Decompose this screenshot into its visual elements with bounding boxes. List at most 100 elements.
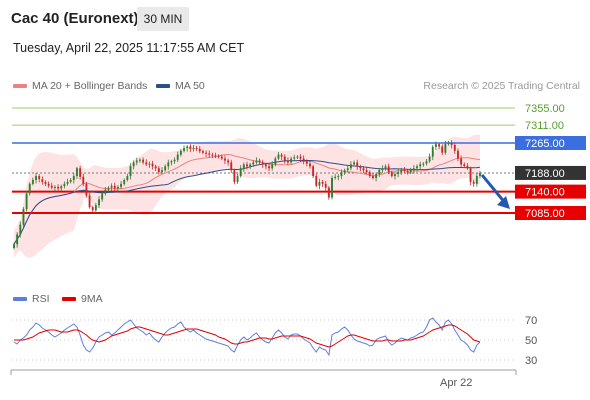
candle-body	[110, 185, 113, 188]
price-level-label-current: 7188.00	[525, 168, 565, 180]
candle-body	[315, 176, 318, 186]
timeframe-button[interactable]: 30 MIN	[137, 7, 189, 31]
candle-body	[31, 179, 34, 184]
candle-body	[346, 168, 349, 171]
price-level-label-support: 7085.00	[525, 208, 565, 220]
candle-body	[296, 156, 299, 158]
candle-body	[227, 160, 230, 163]
candle-body	[290, 158, 293, 163]
candle-body	[466, 165, 469, 169]
rsi-swatch	[13, 297, 27, 302]
candle-body	[321, 181, 324, 184]
candle-body	[170, 161, 173, 163]
x-axis: Apr 22	[10, 369, 517, 389]
candle-body	[463, 164, 466, 166]
legend-ma50: MA 50	[156, 80, 205, 92]
candle-body	[362, 168, 365, 171]
candle-body	[13, 244, 15, 248]
candle-body	[274, 158, 277, 165]
candle-body	[139, 159, 141, 161]
candle-body	[400, 169, 403, 173]
candle-body	[101, 193, 104, 200]
candle-body	[91, 207, 94, 211]
candle-body	[431, 146, 434, 157]
candle-body	[453, 144, 456, 151]
candle-body	[416, 166, 418, 169]
candle-body	[132, 162, 135, 167]
candle-body	[211, 154, 214, 156]
candle-body	[157, 168, 160, 173]
candle-body	[113, 185, 116, 189]
candle-body	[25, 193, 28, 210]
candle-body	[239, 168, 242, 177]
candle-body	[340, 172, 343, 177]
candle-body	[428, 156, 431, 162]
candle-body	[305, 161, 308, 164]
legend-ma20: MA 20 + Bollinger Bands	[13, 80, 147, 92]
candle-body	[41, 179, 44, 182]
rsi-tick-label: 50	[525, 335, 537, 347]
candle-body	[120, 183, 122, 187]
candle-body	[104, 189, 107, 194]
candle-body	[387, 166, 390, 173]
candle-body	[176, 154, 179, 160]
candle-body	[268, 166, 270, 169]
candle-body	[394, 174, 396, 177]
candle-body	[280, 154, 283, 157]
candle-body	[72, 176, 75, 180]
candle-body	[63, 183, 66, 187]
forecast-arrow-head	[497, 196, 510, 209]
candle-body	[60, 186, 63, 189]
candle-body	[293, 157, 296, 159]
candle-body	[359, 166, 362, 169]
candle-body	[236, 176, 239, 182]
candle-body	[277, 154, 280, 159]
legend-rsi: RSI	[13, 293, 50, 305]
candle-body	[409, 170, 412, 173]
candle-body	[368, 172, 371, 177]
candle-body	[50, 185, 53, 188]
candle-body	[116, 186, 119, 189]
candle-body	[179, 150, 182, 155]
candle-body	[16, 234, 19, 245]
candle-body	[252, 162, 255, 165]
candle-body	[145, 162, 148, 165]
price-level-label-target: 7311.00	[525, 120, 564, 132]
candle-body	[38, 176, 41, 180]
candle-body	[460, 158, 463, 165]
candle-body	[69, 179, 72, 182]
candle-body	[76, 168, 78, 177]
candle-body	[217, 155, 220, 157]
price-level-tag-support	[515, 206, 586, 220]
candle-body	[28, 183, 31, 194]
candle-body	[148, 163, 151, 165]
candle-body	[167, 162, 170, 167]
candle-body	[173, 159, 176, 162]
candle-body	[434, 144, 437, 147]
candle-body	[302, 158, 305, 162]
price-level-tag-support	[515, 184, 586, 199]
candle-body	[475, 176, 478, 184]
candle-body	[327, 187, 330, 198]
candle-body	[195, 148, 198, 150]
candle-body	[381, 168, 384, 171]
candle-body	[397, 172, 400, 175]
ma20-swatch	[13, 84, 27, 89]
ma50-label: MA 50	[175, 80, 205, 92]
candle-body	[309, 163, 311, 167]
candle-body	[161, 170, 163, 173]
rsi-panel: 70 50 30	[12, 315, 537, 367]
candle-body	[343, 170, 346, 173]
candle-body	[201, 151, 204, 153]
rsi-label: RSI	[32, 293, 50, 305]
candle-body	[353, 162, 355, 165]
candle-body	[299, 156, 302, 159]
price-level-label-support: 7140.00	[525, 187, 565, 199]
candle-body	[318, 181, 321, 186]
candle-body	[35, 176, 37, 180]
rsi-tick-label: 30	[525, 355, 537, 367]
candle-body	[441, 146, 444, 153]
candle-body	[349, 164, 352, 169]
candle-body	[246, 164, 248, 167]
